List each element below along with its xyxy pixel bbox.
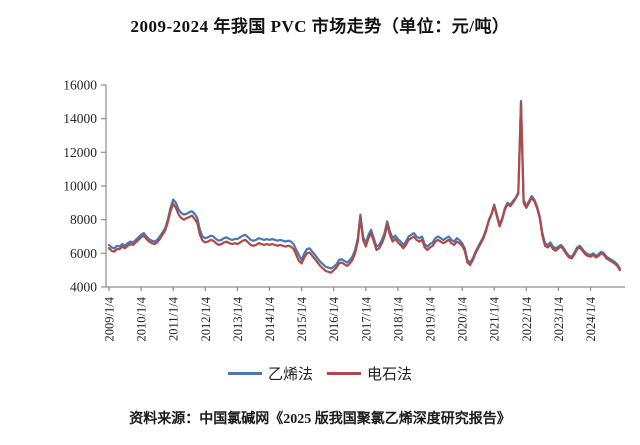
pvc-price-line-chart: 4000 6000 8000 10000 12000 14000 16000 2009/1/4… [63, 78, 625, 341]
series-layer [107, 99, 622, 274]
y-axis-tick-label: 10000 [63, 179, 97, 194]
legend-label-ethylene: 乙烯法 [267, 367, 313, 383]
data-source-note: 资料来源：中国氯碱网《2025 版我国聚氯乙烯深度研究报告》 [129, 412, 511, 427]
y-axis-tick-label: 12000 [63, 145, 97, 160]
y-axis-tick-label: 4000 [70, 280, 97, 295]
x-axis-tick-label: 2018/1/4 [391, 296, 405, 341]
x-axis-tick-label: 2020/1/4 [456, 296, 470, 341]
legend-item-carbide[interactable]: 电石法 [327, 363, 412, 384]
y-axis-tick-label: 16000 [63, 78, 97, 93]
x-axis-tick-label: 2015/1/4 [295, 296, 309, 341]
x-axis-tick-label: 2024/1/4 [584, 296, 598, 341]
series-line-carbide [107, 101, 622, 274]
x-axis-tick-label: 2019/1/4 [424, 296, 438, 341]
legend-label-carbide: 电石法 [367, 367, 413, 383]
x-axis-tick-label: 2023/1/4 [552, 296, 566, 341]
x-axis-tick-label: 2017/1/4 [359, 296, 373, 341]
x-axis-tick-label: 2013/1/4 [231, 296, 245, 341]
x-axis-tick-label: 2022/1/4 [520, 296, 534, 341]
y-axis-tick-label: 6000 [70, 246, 97, 261]
chart-legend: 乙烯法 电石法 [0, 363, 640, 384]
y-axis-tick-label: 8000 [70, 212, 97, 227]
x-axis-tick-label: 2010/1/4 [135, 296, 149, 341]
legend-line-swatch-ethylene [227, 372, 262, 375]
x-axis-tick-label: 2011/1/4 [167, 296, 181, 341]
legend-item-ethylene[interactable]: 乙烯法 [227, 363, 313, 384]
x-axis-tick-label: 2012/1/4 [199, 296, 213, 341]
y-axis-tick-label: 14000 [63, 111, 97, 126]
legend-line-swatch-carbide [327, 372, 361, 375]
x-axis-tick-label: 2016/1/4 [327, 296, 341, 341]
axes-layer: 4000 6000 8000 10000 12000 14000 16000 2009/1/4… [63, 78, 625, 341]
x-axis-tick-label: 2021/1/4 [488, 296, 502, 341]
x-axis-tick-label: 2014/1/4 [263, 296, 277, 341]
chart-title: 2009-2024 年我国 PVC 市场走势（单位：元/吨） [130, 17, 510, 36]
x-axis-tick-label: 2009/1/4 [103, 296, 117, 341]
